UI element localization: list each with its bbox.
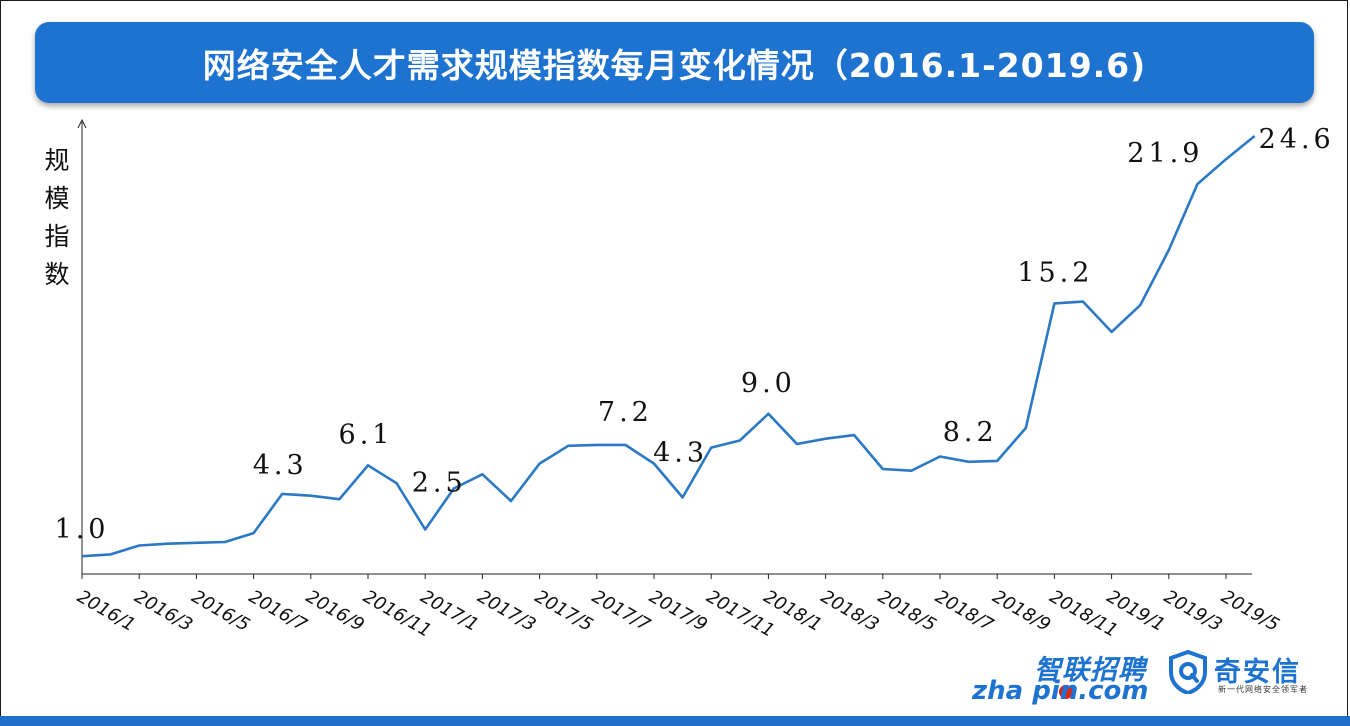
data-label: 21.9	[1127, 138, 1203, 169]
data-label: 9.0	[741, 368, 796, 399]
qianxin-logo-name: 奇安信	[1214, 657, 1301, 688]
shield-icon	[1169, 650, 1207, 694]
x-tick-label: 2017/9	[646, 586, 711, 636]
data-labels: 1.04.36.12.57.24.39.08.215.221.9 24.6	[55, 124, 1335, 545]
data-label: 24.6	[1259, 124, 1335, 155]
chart-title: 网络安全人才需求规模指数每月变化情况（2016.1-2019.6)	[202, 45, 1147, 85]
x-tick-label: 2019/3	[1160, 586, 1225, 636]
data-label: 4.3	[253, 450, 308, 481]
title-banner: 网络安全人才需求规模指数每月变化情况（2016.1-2019.6)	[35, 22, 1314, 103]
x-tick-label: 2017/7	[588, 586, 654, 636]
y-axis-arrow-icon	[77, 118, 87, 129]
x-tick-label: 2017/5	[531, 586, 596, 636]
qianxin-logo: 奇安信 新一代网络安全领军者	[1168, 650, 1318, 700]
series-line	[81, 134, 1256, 558]
data-label: 8.2	[943, 417, 998, 448]
chart-axes	[77, 118, 1252, 575]
x-tick-label: 2018/7	[932, 586, 998, 636]
x-axis-ticks: 2016/12016/32016/52016/72016/92016/11201…	[74, 574, 1283, 642]
zhaopin-logo-en: zha pin.com	[972, 676, 1149, 706]
data-label: 15.2	[1017, 257, 1093, 288]
x-tick-label: 2017/3	[474, 586, 539, 636]
x-tick-label: 2019/5	[1218, 586, 1283, 636]
data-label: 7.2	[598, 397, 653, 428]
y-axis-label: 规模指数	[44, 146, 70, 289]
zhaopin-logo-cn: 智联招聘	[1034, 655, 1146, 686]
x-tick-label: 2016/9	[302, 586, 367, 636]
x-tick-label: 2016/5	[188, 586, 253, 636]
data-label: 1.0	[55, 514, 110, 545]
x-tick-label: 2016/3	[131, 586, 196, 636]
qianxin-logo-slogan: 新一代网络安全领军者	[1218, 685, 1308, 694]
data-label: 2.5	[412, 467, 467, 498]
bottom-accent-bar	[0, 716, 1350, 726]
x-tick-label: 2018/5	[874, 586, 939, 636]
x-tick-label: 2016/1	[74, 586, 139, 636]
chart-series	[81, 134, 1256, 558]
data-label: 6.1	[339, 419, 394, 450]
zhaopin-dot-icon	[1059, 685, 1073, 699]
zhaopin-logo: 智联招聘 zha pin.com	[972, 648, 1152, 713]
data-label: 4.3	[653, 437, 708, 468]
x-tick-label: 2018/9	[989, 586, 1054, 636]
x-tick-label: 2018/3	[817, 586, 882, 636]
x-tick-label: 2016/7	[245, 586, 311, 636]
